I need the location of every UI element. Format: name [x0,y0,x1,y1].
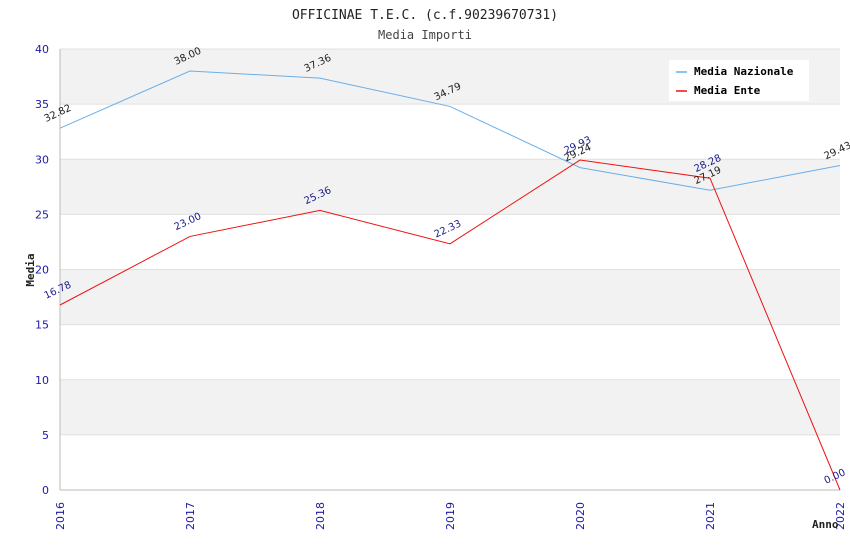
grid-band [60,269,840,325]
series-lines [59,70,841,491]
x-tick-label: 2016 [54,502,67,530]
grid-band [60,104,840,160]
y-tick-label: 10 [35,374,49,387]
legend-label-media-ente: Media Ente [694,84,761,97]
grid-band [60,159,840,215]
grid-band [60,214,840,270]
x-axis-label: Anno [812,518,839,531]
y-tick-label: 0 [42,484,49,497]
x-tick-label: 2022 [834,502,847,530]
legend: Media Nazionale Media Ente [669,60,809,101]
y-tick-label: 20 [35,264,49,277]
series-line [59,70,841,191]
legend-box [669,60,809,101]
x-axis-ticks: 2016 2017 2018 2019 2020 2021 2022 [54,502,847,530]
x-tick-label: 2018 [314,502,327,530]
y-tick-label: 35 [35,98,49,111]
y-axis-label: Media [24,253,37,286]
x-tick-label: 2017 [184,502,197,530]
grid-band [60,434,840,490]
legend-label-media-nazionale: Media Nazionale [694,65,794,78]
grid-bands [60,49,840,490]
series-line [59,159,841,491]
grid-band [60,324,840,380]
axes [59,49,840,491]
y-tick-label: 40 [35,43,49,56]
grid-band [60,379,840,435]
y-tick-label: 5 [42,429,49,442]
x-tick-label: 2021 [704,502,717,530]
chart-title: OFFICINAE T.E.C. (c.f.90239670731) [292,8,558,23]
y-tick-label: 15 [35,319,49,332]
y-axis-ticks: 0 5 10 15 20 25 30 35 40 [35,43,49,497]
y-tick-label: 25 [35,208,49,221]
chart-subtitle: Media Importi [378,28,472,42]
x-tick-label: 2019 [444,502,457,530]
x-tick-label: 2020 [574,502,587,530]
y-tick-label: 30 [35,153,49,166]
